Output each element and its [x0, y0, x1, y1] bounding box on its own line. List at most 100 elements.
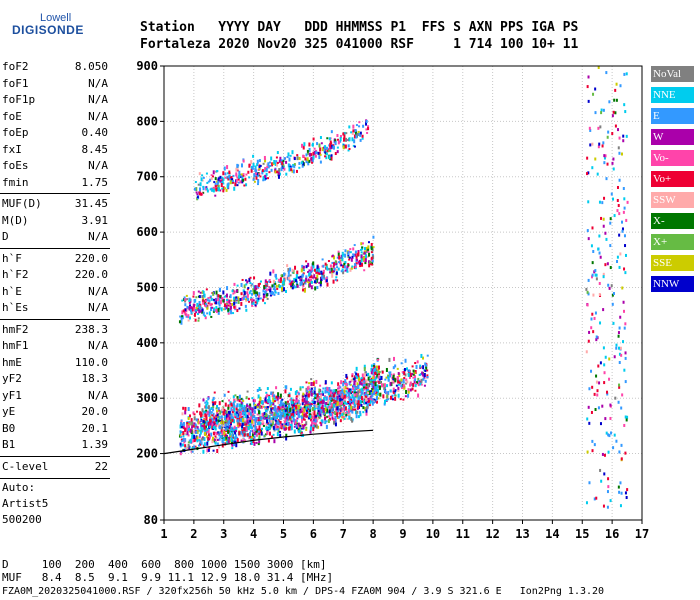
echo-point: [390, 373, 393, 376]
echo-point: [310, 160, 313, 163]
echo-point: [262, 298, 265, 302]
echo-point: [333, 393, 336, 398]
echo-point: [592, 330, 595, 334]
echo-point: [287, 413, 290, 417]
echo-point: [353, 244, 356, 247]
echo-point: [319, 421, 322, 424]
echo-point: [616, 259, 619, 263]
echo-point: [250, 435, 253, 440]
echo-point: [211, 414, 214, 417]
echo-point: [593, 316, 596, 320]
echo-point: [619, 504, 622, 508]
echo-point: [420, 353, 423, 358]
echo-point: [265, 281, 268, 285]
echo-point: [233, 427, 236, 430]
echo-point: [273, 400, 276, 403]
echo-point: [369, 381, 372, 384]
echo-point: [392, 389, 395, 394]
echo-point: [349, 388, 352, 391]
echo-point: [365, 382, 368, 386]
echo-point: [256, 406, 259, 409]
echo-point: [346, 413, 349, 416]
echo-point: [256, 428, 259, 432]
echo-point: [217, 296, 220, 301]
echo-point: [365, 392, 368, 396]
param-name: foF2: [2, 60, 29, 73]
echo-point: [199, 291, 202, 294]
echo-point: [206, 312, 209, 315]
echo-point: [353, 145, 356, 148]
param-name: foF1p: [2, 93, 36, 106]
echo-point: [350, 398, 353, 401]
echo-point: [355, 134, 358, 139]
echo-point: [620, 457, 623, 461]
echo-point: [362, 124, 365, 128]
echo-point: [279, 393, 282, 398]
echo-point: [597, 66, 600, 70]
echo-point: [318, 411, 321, 416]
echo-point: [209, 421, 212, 426]
echo-point: [241, 404, 244, 409]
echo-point: [296, 154, 299, 157]
echo-point: [226, 184, 229, 189]
echo-point: [251, 298, 254, 302]
echo-point: [340, 264, 343, 267]
echo-point: [361, 387, 364, 391]
echo-point: [259, 164, 262, 167]
echo-point: [331, 412, 334, 417]
echo-point: [273, 439, 276, 444]
echo-point: [334, 404, 337, 407]
echo-point: [233, 441, 236, 444]
echo-point: [272, 288, 275, 291]
param-name: h`F2: [2, 268, 29, 281]
echo-point: [199, 309, 202, 313]
echo-point: [217, 294, 220, 299]
echo-point: [349, 248, 352, 251]
echo-point: [266, 429, 269, 433]
echo-point: [586, 229, 589, 233]
echo-point: [353, 266, 356, 270]
echo-point: [315, 379, 318, 384]
echo-point: [237, 175, 240, 180]
echo-point: [372, 401, 375, 404]
echo-point: [300, 268, 303, 273]
echo-point: [260, 416, 263, 421]
echo-point: [227, 413, 230, 417]
echo-point: [254, 427, 257, 431]
echo-point: [235, 167, 238, 172]
echo-point: [300, 161, 303, 165]
echo-point: [233, 414, 236, 419]
echo-point: [250, 168, 253, 173]
echo-point: [310, 382, 313, 387]
echo-point: [218, 415, 221, 419]
echo-point: [348, 415, 351, 420]
echo-point: [364, 250, 367, 253]
echo-point: [360, 251, 363, 254]
echo-point: [389, 389, 392, 392]
echo-point: [256, 159, 259, 164]
echo-point: [355, 394, 358, 398]
echo-point: [360, 242, 363, 246]
echo-point: [602, 224, 605, 228]
echo-point: [341, 413, 344, 417]
echo-point: [343, 395, 346, 399]
echo-point: [334, 139, 337, 142]
param-value: 22: [94, 459, 108, 473]
echo-point: [212, 404, 215, 409]
echo-point: [285, 415, 288, 420]
echo-point: [286, 422, 289, 427]
echo-point: [394, 394, 397, 397]
echo-point: [305, 153, 308, 157]
echo-point: [409, 372, 412, 377]
echo-point: [194, 181, 197, 184]
echo-point: [221, 180, 224, 183]
echo-point: [314, 397, 317, 400]
echo-point: [304, 401, 307, 405]
echo-point: [387, 378, 390, 382]
legend-item-x: X+: [651, 234, 694, 250]
echo-point: [290, 420, 293, 423]
echo-point: [363, 251, 366, 255]
echo-point: [383, 399, 386, 404]
echo-point: [353, 375, 356, 380]
echo-point: [354, 391, 357, 394]
